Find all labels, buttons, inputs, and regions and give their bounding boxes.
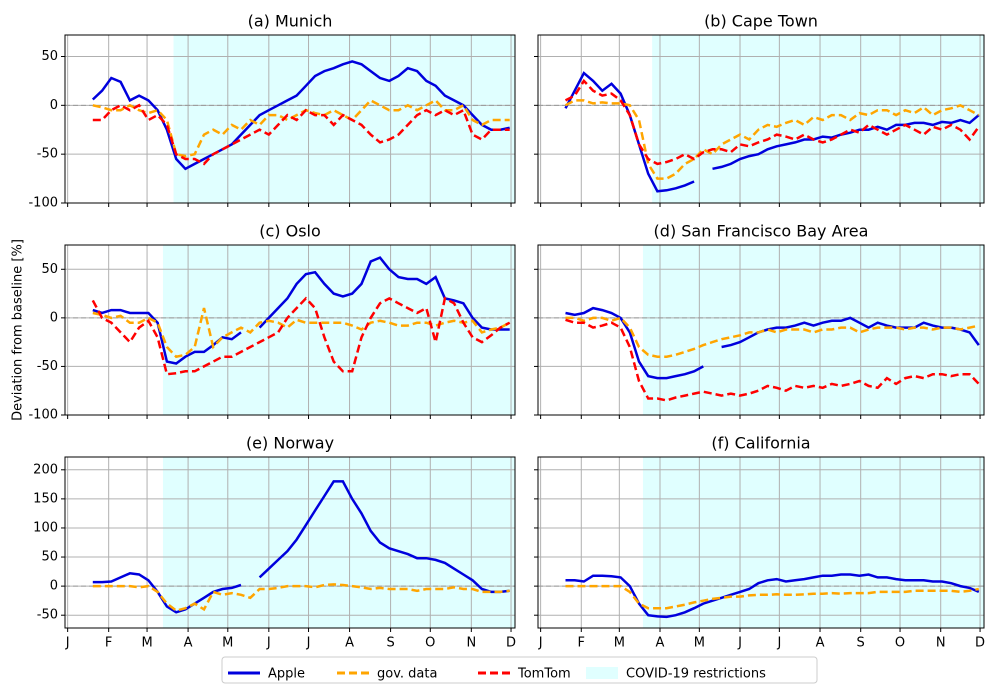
panel-title: (a) Munich [248, 12, 333, 31]
restriction-shade [162, 457, 516, 628]
x-tick-label: M [141, 636, 152, 651]
legend-label: Apple [268, 667, 305, 682]
y-tick-label: 50 [41, 262, 58, 277]
x-tick-label: O [895, 636, 905, 651]
legend-box [221, 656, 818, 684]
x-tick-label: F [578, 636, 585, 651]
y-tick-label: 50 [41, 550, 58, 565]
y-tick-label: -50 [37, 359, 58, 374]
series-line [92, 583, 510, 612]
y-tick-label: -50 [37, 147, 58, 162]
x-tick-label: A [184, 636, 193, 651]
x-tick-label: M [222, 636, 233, 651]
x-tick-label: J [65, 636, 70, 651]
y-tick-label: 150 [33, 491, 58, 506]
series-line [564, 78, 980, 166]
series-line [565, 316, 980, 358]
x-tick-label: N [936, 636, 946, 651]
x-tick-label: M [694, 636, 705, 651]
panel-title: (b) Cape Town [704, 12, 818, 31]
y-axis-label: Deviation from baseline [%] [11, 239, 26, 421]
x-tick-label: D [975, 636, 985, 651]
panel-title: (d) San Francisco Bay Area [654, 222, 869, 241]
y-tick-label: 0 [50, 98, 58, 113]
x-tick-label: M [614, 636, 625, 651]
axes-frame [537, 244, 985, 416]
x-tick-label: F [105, 636, 112, 651]
series-line [92, 103, 510, 166]
x-tick-label: J [538, 636, 543, 651]
x-tick-label: J [306, 636, 311, 651]
y-tick-label: -100 [28, 196, 58, 211]
y-tick-label: 50 [41, 49, 58, 64]
restriction-shade [173, 35, 515, 203]
x-tick-label: A [656, 636, 665, 651]
legend-label: COVID-19 restrictions [626, 667, 766, 682]
series-line [92, 480, 510, 614]
axes-frame [64, 34, 516, 204]
y-tick-label: 0 [50, 579, 58, 594]
panel-title: (c) Oslo [259, 222, 321, 241]
panel-title: (e) Norway [246, 434, 334, 453]
x-tick-label: A [816, 636, 825, 651]
y-tick-label: 100 [33, 520, 58, 535]
x-tick-label: O [425, 636, 435, 651]
axes-frame [537, 34, 985, 204]
y-tick-label: 0 [50, 310, 58, 325]
x-tick-label: A [345, 636, 354, 651]
x-tick-label: J [737, 636, 742, 651]
axes-frame [64, 456, 516, 629]
series-line [564, 99, 980, 180]
series-line [91, 296, 511, 376]
series-line [565, 306, 980, 380]
y-tick-label: -50 [37, 608, 58, 623]
series-line [92, 98, 510, 158]
y-tick-label: 200 [33, 462, 58, 477]
panel-title: (f) California [711, 434, 810, 453]
legend-swatch [586, 667, 618, 679]
x-tick-label: D [506, 636, 516, 651]
axes-frame [64, 244, 516, 416]
x-tick-label: S [386, 636, 394, 651]
legend-label: gov. data [377, 667, 437, 682]
y-tick-label: -100 [28, 408, 58, 423]
series-line [565, 318, 980, 402]
x-tick-label: N [466, 636, 476, 651]
series-line [565, 573, 980, 619]
series-line [565, 584, 980, 610]
axes-frame [537, 456, 985, 629]
x-tick-label: S [857, 636, 865, 651]
x-tick-label: J [266, 636, 271, 651]
legend-label: TomTom [517, 667, 571, 682]
restriction-shade [162, 245, 516, 415]
x-tick-label: J [776, 636, 781, 651]
